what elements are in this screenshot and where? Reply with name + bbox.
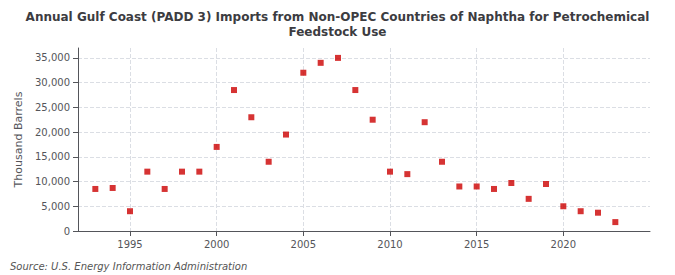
svg-text:5,000: 5,000 <box>41 201 70 212</box>
svg-text:2000: 2000 <box>204 239 229 250</box>
svg-text:2015: 2015 <box>464 239 489 250</box>
svg-text:10,000: 10,000 <box>35 176 70 187</box>
svg-text:2005: 2005 <box>291 239 316 250</box>
svg-text:15,000: 15,000 <box>35 151 70 162</box>
svg-text:Source: U.S. Energy Informatio: Source: U.S. Energy Information Administ… <box>10 261 247 272</box>
svg-text:35,000: 35,000 <box>35 52 70 63</box>
svg-text:25,000: 25,000 <box>35 102 70 113</box>
svg-text:Annual Gulf Coast (PADD 3) Imp: Annual Gulf Coast (PADD 3) Imports from … <box>26 10 650 24</box>
svg-text:Thousand Barrels: Thousand Barrels <box>12 91 25 188</box>
svg-text:1995: 1995 <box>117 239 142 250</box>
svg-text:0: 0 <box>64 226 70 237</box>
svg-text:30,000: 30,000 <box>35 77 70 88</box>
svg-text:Feedstock Use: Feedstock Use <box>289 25 387 39</box>
svg-text:2010: 2010 <box>377 239 402 250</box>
svg-text:20,000: 20,000 <box>35 127 70 138</box>
svg-text:2020: 2020 <box>551 239 576 250</box>
